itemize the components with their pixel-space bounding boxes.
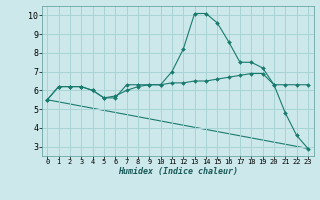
X-axis label: Humidex (Indice chaleur): Humidex (Indice chaleur) — [118, 167, 237, 176]
